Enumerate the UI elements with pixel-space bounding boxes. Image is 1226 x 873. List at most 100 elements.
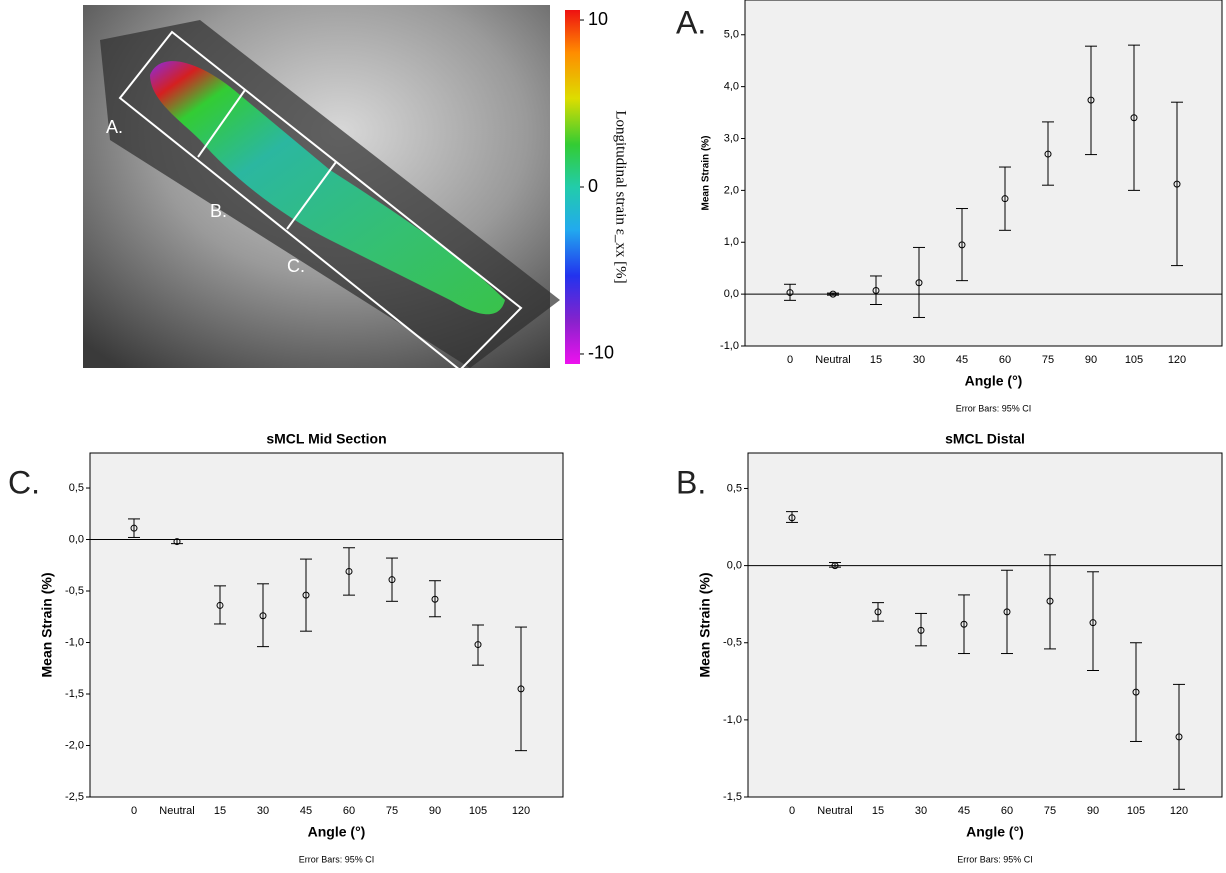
y-tick-label: -1,0 xyxy=(65,636,84,648)
colorbar-label: Longitudinal strain ε_xx [%] xyxy=(613,110,629,283)
y-tick-label: 3,0 xyxy=(724,132,739,144)
mean-point xyxy=(829,290,837,298)
y-tick-label: -1,0 xyxy=(723,714,742,726)
y-tick-label: -1,5 xyxy=(65,688,84,700)
region-label: A. xyxy=(106,117,123,137)
panel-label: B. xyxy=(676,464,706,500)
error-bar xyxy=(827,290,839,298)
error-bar xyxy=(1044,554,1056,650)
x-tick-label: 45 xyxy=(300,805,312,817)
error-bar xyxy=(1171,101,1183,267)
colorbar-tick-label: 10 xyxy=(588,9,608,29)
error-bar xyxy=(1173,683,1185,790)
colorbar xyxy=(565,10,580,364)
y-tick-label: -0,5 xyxy=(65,585,84,597)
error-bar xyxy=(870,275,882,306)
x-tick-label: 60 xyxy=(1001,805,1013,817)
error-bar xyxy=(913,246,925,318)
error-bar xyxy=(214,585,226,625)
mean-point xyxy=(345,567,353,575)
y-tick-label: 0,0 xyxy=(69,533,84,545)
x-axis-label: Angle (°) xyxy=(966,824,1024,840)
mean-point xyxy=(1132,688,1140,696)
error-bar xyxy=(872,602,884,622)
error-bar xyxy=(386,557,398,602)
x-tick-label: 105 xyxy=(1127,805,1145,817)
y-tick-label: -1,5 xyxy=(723,791,742,803)
mean-point xyxy=(431,595,439,603)
error-bar xyxy=(915,612,927,647)
mean-point xyxy=(958,241,966,249)
error-bar xyxy=(515,626,527,752)
mean-point xyxy=(1173,180,1181,188)
y-tick-label: 4,0 xyxy=(724,81,739,93)
mean-point xyxy=(1044,150,1052,158)
error-bar xyxy=(1128,44,1140,191)
colorbar-tick-label: 0 xyxy=(588,176,598,196)
x-tick-label: 45 xyxy=(956,354,968,366)
region-divider xyxy=(286,161,337,230)
x-tick-label: 0 xyxy=(787,354,793,366)
panel-label: C. xyxy=(8,464,40,500)
x-tick-label: 15 xyxy=(870,354,882,366)
x-tick-label: 75 xyxy=(1042,354,1054,366)
panel-label: A. xyxy=(676,4,706,40)
mean-point xyxy=(216,601,224,609)
region-label: C. xyxy=(287,256,305,276)
x-tick-label: 75 xyxy=(1044,805,1056,817)
mean-point xyxy=(917,626,925,634)
error-bar xyxy=(956,208,968,282)
y-tick-label: 0,0 xyxy=(724,288,739,300)
mean-point xyxy=(874,608,882,616)
mean-point xyxy=(302,591,310,599)
error-bar xyxy=(999,166,1011,231)
x-tick-label: 30 xyxy=(913,354,925,366)
x-tick-label: 0 xyxy=(131,805,137,817)
chart-title: sMCL Mid Section xyxy=(266,431,386,447)
y-tick-label: 0,5 xyxy=(727,482,742,494)
mean-point xyxy=(1175,733,1183,741)
error-bar xyxy=(958,594,970,655)
error-bar xyxy=(472,624,484,666)
x-axis-label: Angle (°) xyxy=(965,373,1023,389)
y-axis-label: Mean Strain (%) xyxy=(697,572,713,677)
x-tick-label: 90 xyxy=(429,805,441,817)
y-tick-label: 5,0 xyxy=(724,29,739,41)
error-bar xyxy=(429,580,441,618)
x-tick-label: Neutral xyxy=(159,805,194,817)
strain-map xyxy=(150,61,505,315)
x-tick-label: 30 xyxy=(257,805,269,817)
region-label: B. xyxy=(210,201,227,221)
region-divider xyxy=(197,89,246,158)
mean-point xyxy=(786,289,794,297)
note: Error Bars: 95% CI xyxy=(957,854,1033,864)
mean-point xyxy=(388,576,396,584)
x-tick-label: 15 xyxy=(214,805,226,817)
y-tick-label: 0,0 xyxy=(727,560,742,572)
y-tick-label: -0,5 xyxy=(723,637,742,649)
x-tick-label: 120 xyxy=(512,805,530,817)
plot-area xyxy=(747,452,1223,798)
x-tick-label: 120 xyxy=(1170,805,1188,817)
mean-point xyxy=(831,562,839,570)
y-tick-label: -1,0 xyxy=(720,340,739,352)
error-bar xyxy=(829,562,841,570)
x-tick-label: 60 xyxy=(999,354,1011,366)
mean-point xyxy=(1046,597,1054,605)
x-tick-label: 105 xyxy=(1125,354,1143,366)
mean-point xyxy=(517,685,525,693)
error-bar xyxy=(1130,642,1142,742)
mean-point xyxy=(1001,195,1009,203)
note: Error Bars: 95% CI xyxy=(956,403,1032,413)
x-tick-label: 120 xyxy=(1168,354,1186,366)
mean-point xyxy=(1003,608,1011,616)
error-bar xyxy=(128,518,140,538)
x-tick-label: 60 xyxy=(343,805,355,817)
error-bar xyxy=(786,511,798,523)
mean-point xyxy=(872,286,880,294)
x-tick-label: Neutral xyxy=(815,354,850,366)
x-axis-label: Angle (°) xyxy=(308,824,366,840)
error-bar xyxy=(784,283,796,301)
plot-area xyxy=(744,0,1223,347)
